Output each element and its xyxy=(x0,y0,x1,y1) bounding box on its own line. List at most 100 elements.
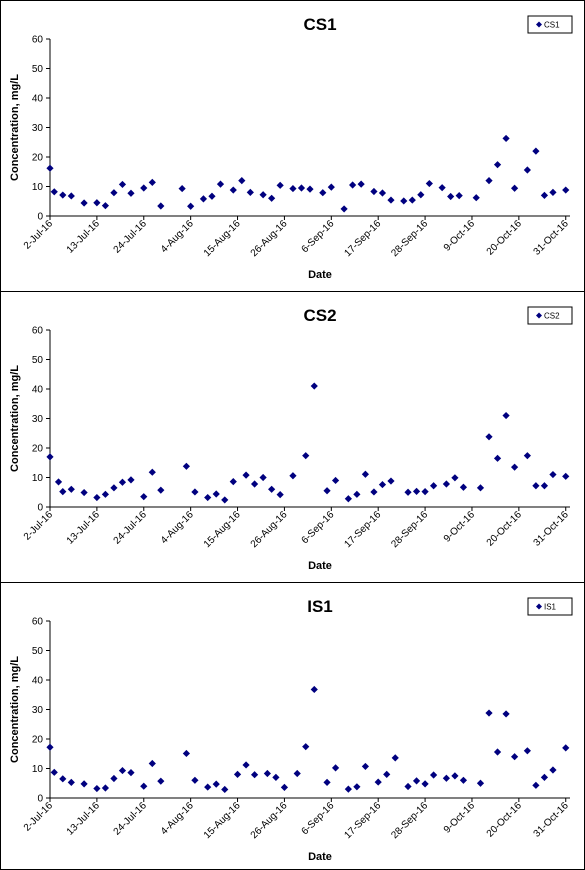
legend-box xyxy=(527,306,573,325)
y-tick-label: 0 xyxy=(37,794,43,805)
data-point xyxy=(404,488,412,496)
y-tick-label: 60 xyxy=(32,35,44,46)
data-point xyxy=(268,485,276,493)
data-point xyxy=(54,478,63,486)
data-point xyxy=(101,784,110,792)
data-point xyxy=(455,192,463,200)
x-tick-label: 28-Sep-16 xyxy=(389,509,430,550)
data-point xyxy=(412,487,421,495)
data-point xyxy=(327,183,335,191)
data-point xyxy=(447,192,455,201)
y-tick-label: 20 xyxy=(32,444,44,455)
data-point xyxy=(408,196,416,204)
data-point xyxy=(387,196,395,204)
data-point xyxy=(80,488,88,497)
data-point xyxy=(289,184,297,193)
data-point xyxy=(67,778,75,786)
data-point xyxy=(353,783,361,791)
data-point xyxy=(242,761,250,769)
data-point xyxy=(459,483,468,491)
x-tick-label: 15-Aug-16 xyxy=(202,509,243,550)
data-point xyxy=(442,774,450,782)
data-point xyxy=(340,205,348,213)
legend-label: CS1 xyxy=(544,21,560,30)
x-tick-label: 17-Sep-16 xyxy=(343,800,384,841)
data-point xyxy=(353,490,361,498)
x-tick-label: 4-Aug-16 xyxy=(159,800,196,837)
data-point xyxy=(259,191,267,199)
data-point xyxy=(331,476,340,485)
data-point xyxy=(101,490,110,498)
data-point xyxy=(400,197,408,205)
data-point xyxy=(250,771,259,779)
data-point xyxy=(191,488,199,496)
data-point xyxy=(549,766,557,774)
legend-label: IS1 xyxy=(544,603,557,612)
data-point xyxy=(370,187,378,196)
data-point xyxy=(238,177,246,185)
data-point xyxy=(562,186,570,194)
data-point xyxy=(140,782,148,790)
data-point xyxy=(50,768,58,776)
data-point xyxy=(493,748,502,756)
y-tick-label: 30 xyxy=(32,414,44,425)
data-point xyxy=(59,191,67,199)
data-point xyxy=(250,480,259,488)
data-point xyxy=(221,785,229,794)
chart-cs1-svg: CS1 0 10 20 30 40 50 60 2-Jul-16 13-Jul-16 24-Jul-… xyxy=(9,15,573,281)
x-tick-label: 4-Aug-16 xyxy=(159,218,196,255)
y-tick-label: 10 xyxy=(32,473,44,484)
legend-box xyxy=(527,15,573,34)
data-point xyxy=(421,488,429,496)
x-tick-label: 15-Aug-16 xyxy=(202,800,243,841)
data-point xyxy=(523,452,531,460)
data-point xyxy=(204,493,212,502)
data-point xyxy=(302,743,310,751)
data-point xyxy=(344,495,352,503)
y-tick-label: 0 xyxy=(37,503,43,514)
x-tick-label: 28-Sep-16 xyxy=(389,800,430,841)
data-point xyxy=(323,487,331,495)
chart-cs2-svg: CS2 0 10 20 30 40 50 60 2-Jul-16 13-Jul-16 24-Jul-… xyxy=(9,306,573,572)
data-point xyxy=(493,161,502,169)
data-point xyxy=(229,478,237,486)
data-point xyxy=(549,188,557,196)
data-point xyxy=(412,777,421,785)
data-point xyxy=(118,478,127,486)
data-point xyxy=(246,188,254,196)
data-point xyxy=(110,484,118,492)
data-point xyxy=(476,484,485,492)
data-point xyxy=(157,486,165,494)
data-point xyxy=(268,194,276,202)
x-tick-label: 4-Aug-16 xyxy=(159,509,196,546)
data-point xyxy=(532,147,540,155)
x-tick-label: 13-Jul-16 xyxy=(65,218,103,256)
y-tick-label: 30 xyxy=(32,123,44,134)
y-tick-label: 50 xyxy=(32,646,44,657)
y-tick-label: 60 xyxy=(32,326,44,337)
data-point xyxy=(493,454,502,462)
x-tick-label: 6-Sep-16 xyxy=(300,509,337,546)
legend-marker xyxy=(536,603,542,610)
x-tick-label: 26-Aug-16 xyxy=(249,509,290,550)
legend: IS1 xyxy=(527,597,573,616)
data-point xyxy=(532,781,540,789)
data-point xyxy=(289,472,297,480)
data-point xyxy=(383,770,391,778)
x-tick-label: 13-Jul-16 xyxy=(65,800,103,838)
data-point xyxy=(182,749,190,758)
data-point xyxy=(532,482,540,490)
data-point xyxy=(378,480,387,489)
data-point xyxy=(310,382,318,390)
chart-title: CS2 xyxy=(303,306,336,325)
data-point xyxy=(502,710,510,718)
x-tick-label: 31-Oct-16 xyxy=(532,218,572,258)
data-point xyxy=(59,775,67,783)
legend: CS1 xyxy=(527,15,573,34)
data-point xyxy=(67,485,75,493)
data-point xyxy=(387,477,395,485)
chart-is1-svg: IS1 0 10 20 30 40 50 60 2-Jul-16 13-Jul-16 24-Jul-… xyxy=(9,597,573,863)
data-point xyxy=(349,181,357,189)
data-point xyxy=(502,134,510,143)
legend-marker xyxy=(536,312,542,319)
